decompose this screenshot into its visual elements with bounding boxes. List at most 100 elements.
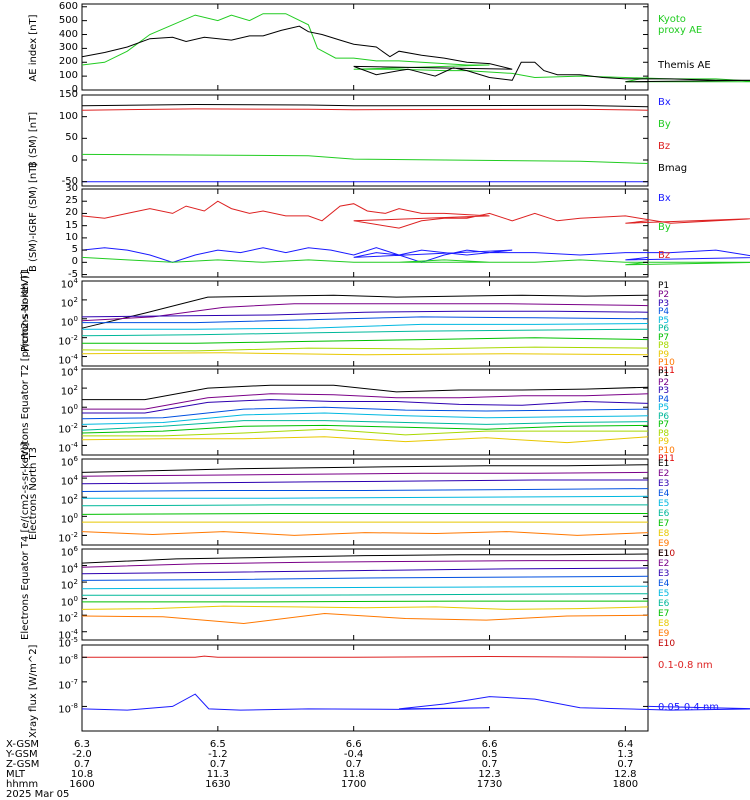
channel-legend-e6: E6	[658, 599, 670, 609]
y-tick-label: 10-2	[58, 333, 78, 347]
channel-legend-p3: P3	[658, 299, 670, 309]
channel-legend-p8: P8	[658, 341, 670, 351]
channel-legend-p7: P7	[658, 333, 670, 343]
channel-line-p5-E3	[81, 479, 648, 485]
y-tick-label: 10-2	[58, 531, 78, 545]
series-line-p2-1	[81, 256, 750, 266]
channel-legend-p2: P2	[658, 378, 670, 388]
channel-line-p5-E7	[81, 513, 648, 515]
row-label-hhmm: hhmm	[6, 779, 39, 790]
channel-legend-e10: E10	[658, 549, 676, 559]
panel-frame-7	[81, 644, 649, 732]
channel-line-p5-E4	[81, 488, 649, 492]
y-tick-label: 30	[65, 183, 78, 194]
channel-line-p6-E8	[81, 605, 649, 610]
legend-b-bz: Bz	[658, 141, 671, 152]
y-tick-label: 100	[60, 512, 78, 526]
channel-legend-e4: E4	[658, 579, 670, 589]
channel-legend-e8: E8	[658, 619, 670, 629]
bottom-axis-value: 0.5	[481, 749, 498, 760]
y-tick-label: 600	[58, 0, 78, 12]
bottom-axis-value: 6.3	[74, 739, 90, 750]
y-tick-label: 10-4	[58, 352, 78, 366]
channel-legend-p1: P1	[658, 369, 670, 379]
legend-db-bx: Bx	[658, 193, 671, 204]
row-label-mlt: MLT	[6, 769, 25, 780]
y-tick-label: 0	[71, 256, 78, 268]
channel-line-p4-P6	[81, 420, 649, 431]
bottom-axis-value: 1600	[69, 779, 95, 790]
panel-frame-5	[81, 458, 649, 546]
channel-legend-p6: P6	[658, 324, 670, 334]
y-tick-label: 500	[58, 14, 78, 26]
channel-legend-p8: P8	[658, 429, 670, 439]
channel-line-p4-P2	[82, 393, 649, 410]
y-tick-label: 150	[58, 89, 78, 100]
y-tick-label: 10-8	[58, 653, 78, 667]
channel-legend-p1: P1	[658, 281, 670, 291]
y-tick-label: 200	[58, 56, 78, 68]
channel-legend-e7: E7	[658, 519, 670, 529]
channel-legend-e1: E1	[658, 549, 670, 559]
panel-frame-0	[81, 3, 649, 91]
channel-legend-p2: P2	[658, 290, 670, 300]
y-tick-label: 102	[60, 578, 78, 592]
y-tick-label: 104	[60, 277, 78, 291]
channel-line-p4-P1	[82, 384, 649, 401]
legend-b-bmag: Bmag	[658, 163, 688, 174]
y-tick-label: 0	[71, 154, 78, 165]
bottom-axis-value: 1700	[340, 779, 367, 790]
channel-line-p3-P8	[81, 346, 649, 352]
bottom-axis-value: 0.7	[209, 759, 226, 770]
series-line-p7-0	[82, 655, 648, 658]
series-line-p0-0	[81, 13, 750, 83]
channel-line-p5-E2	[81, 471, 649, 477]
channel-legend-p5: P5	[658, 316, 670, 326]
y-tick-label: 10	[65, 231, 78, 243]
channel-legend-p7: P7	[658, 420, 670, 430]
bottom-axis-value: 12.3	[478, 769, 501, 780]
legend-b-by: By	[658, 119, 671, 130]
legend-xray-long: 0.1-0.8 nm	[658, 660, 713, 671]
y-tick-label: 100	[60, 314, 78, 329]
y-tick-label: 104	[60, 561, 78, 575]
channel-legend-e9: E9	[658, 629, 670, 639]
channel-line-p6-E5	[81, 585, 649, 590]
row-label-xgsm: X-GSM	[6, 739, 40, 750]
channel-legend-e2: E2	[658, 469, 670, 479]
series-line-p1-3	[81, 103, 649, 108]
bottom-axis-value: 6.6	[345, 739, 362, 750]
y-tick-label: 102	[60, 384, 78, 398]
channel-line-p4-P5	[81, 412, 649, 425]
bottom-axis-value: 0.7	[74, 759, 90, 770]
y-tick-label: 104	[60, 474, 78, 488]
y-tick-label: 10-4	[58, 441, 78, 455]
channel-line-p6-E3	[81, 567, 649, 575]
y-tick-label: 10-5	[58, 636, 78, 650]
channel-legend-e7: E7	[658, 609, 670, 619]
channel-legend-e1: E1	[658, 459, 670, 469]
electrons-equator-ylabel: Electrons Equator T4 [e/(cm2-s-sr-keV)]	[20, 442, 31, 640]
y-tick-label: 100	[60, 403, 78, 417]
y-tick-label: 10-7	[58, 677, 78, 692]
y-tick-label: 104	[60, 365, 78, 379]
y-tick-label: 106	[60, 545, 78, 559]
y-tick-label: 25	[65, 195, 78, 207]
channel-legend-p10: P10	[658, 358, 675, 368]
channel-line-p5-E5	[82, 495, 649, 499]
channel-legend-e9: E9	[658, 539, 670, 549]
channel-line-p5-E6	[81, 504, 648, 507]
channel-line-p3-P6	[81, 328, 649, 337]
y-tick-label: 300	[58, 42, 78, 54]
panel-frame-2	[81, 188, 649, 278]
date-label: 2025 Mar 05	[6, 789, 70, 800]
y-tick-label: 10-2	[58, 422, 78, 436]
channel-line-p3-P3	[81, 310, 649, 318]
panel-frame-6	[81, 548, 649, 641]
y-tick-label: 20	[65, 207, 78, 219]
y-tick-label: 5	[71, 244, 78, 256]
channel-legend-e5: E5	[658, 589, 670, 599]
channel-line-p4-P9	[81, 436, 649, 444]
y-tick-label: 10-4	[58, 627, 78, 642]
